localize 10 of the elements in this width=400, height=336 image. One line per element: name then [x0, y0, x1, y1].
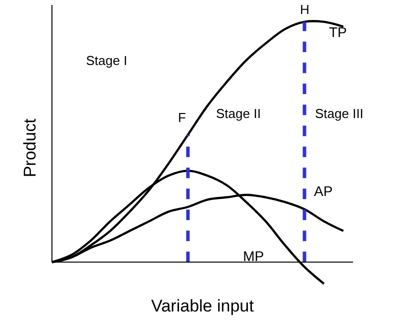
series-label: MP	[243, 248, 264, 264]
annotation: Stage II	[216, 106, 261, 121]
annotation: F	[178, 110, 186, 125]
annotation: Stage III	[315, 106, 364, 121]
x-axis-title: Variable input	[151, 296, 254, 316]
y-axis-title: Product	[20, 118, 40, 178]
series-label: AP	[314, 183, 333, 199]
text: H	[300, 2, 310, 17]
series-label: TP	[329, 24, 347, 40]
annotation: Stage I	[86, 53, 128, 68]
